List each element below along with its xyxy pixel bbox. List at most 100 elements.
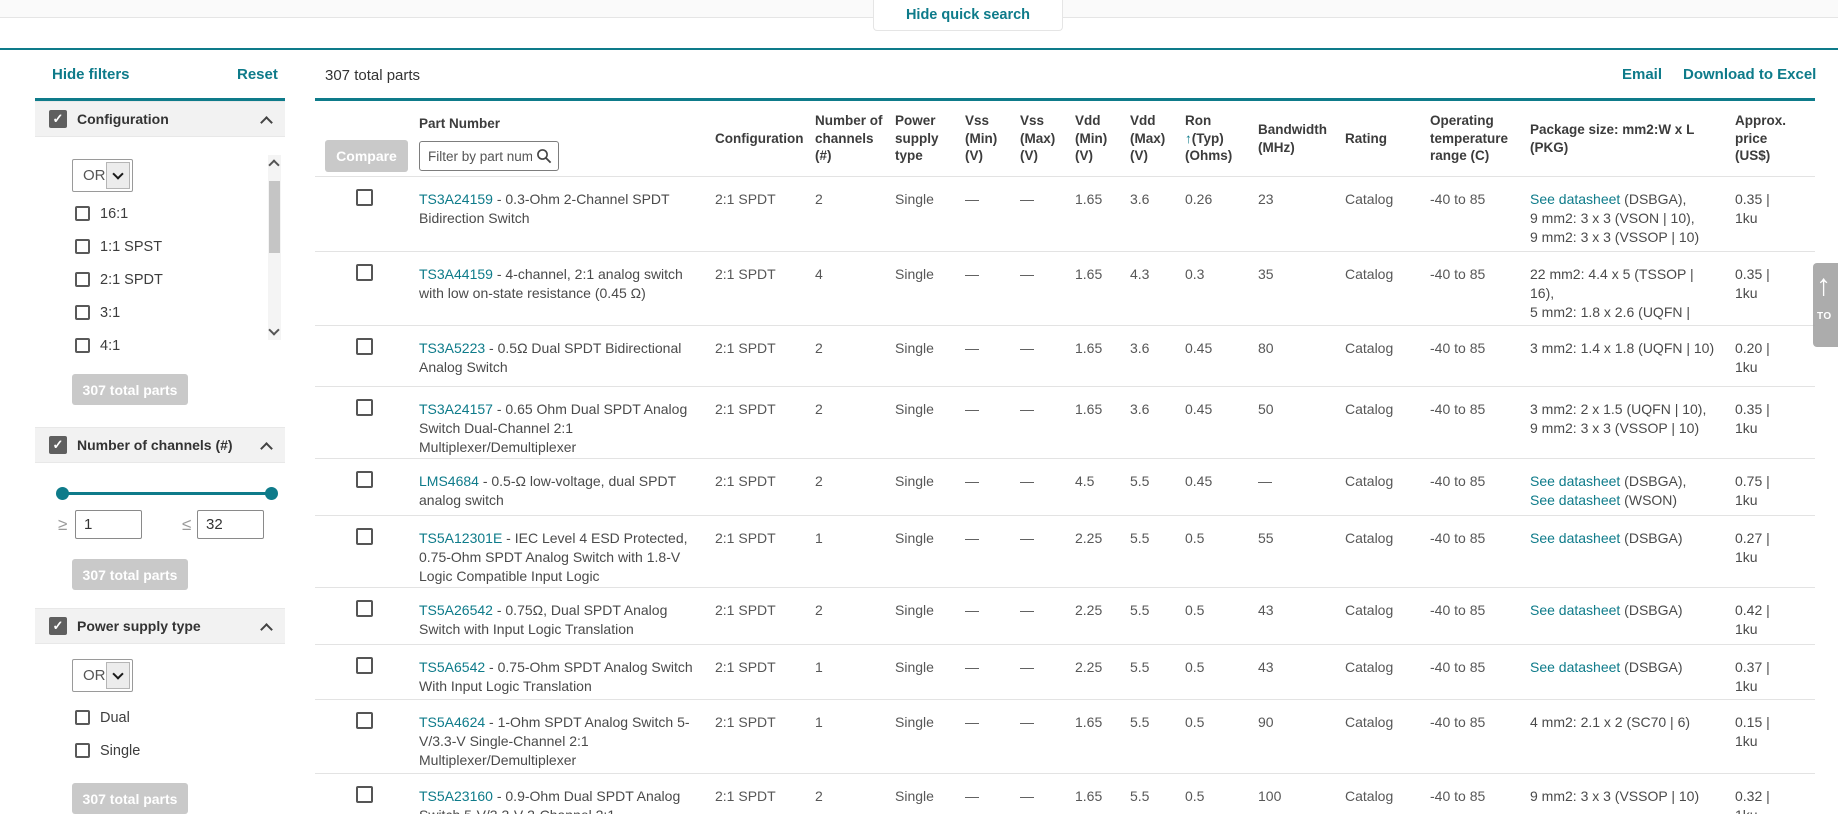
part-number-filter-input[interactable] [419, 141, 559, 171]
column-header-rating[interactable]: Rating [1335, 101, 1420, 176]
column-header-vss-max[interactable]: Vss (Max) (V) [1010, 101, 1065, 176]
scrollbar[interactable] [268, 155, 281, 340]
checkbox-checked-icon[interactable]: ✓ [49, 436, 67, 454]
part-number-link[interactable]: LMS4684 [419, 473, 479, 489]
part-number-link[interactable]: TS5A6542 [419, 659, 486, 675]
cell-rating: Catalog [1345, 602, 1394, 618]
email-link[interactable]: Email [1622, 66, 1663, 83]
sort-ascending-icon[interactable]: ↑ [1185, 130, 1192, 146]
column-header-bandwidth[interactable]: Bandwidth (MHz) [1248, 101, 1335, 176]
see-datasheet-link[interactable]: See datasheet [1530, 473, 1621, 489]
column-header-temp[interactable]: Operating temperature range (C) [1420, 101, 1520, 176]
filter-section-channels[interactable]: ✓ Number of channels (#) [35, 427, 285, 463]
part-number-link[interactable]: TS5A23160 [419, 788, 493, 804]
chevron-up-icon[interactable] [260, 116, 273, 129]
filter-section-configuration[interactable]: ✓ Configuration [35, 101, 285, 137]
range-max-input[interactable] [197, 510, 264, 539]
filter-option[interactable]: Single [75, 734, 285, 767]
column-header-vdd-max[interactable]: Vdd (Max) (V) [1120, 101, 1175, 176]
cell-supply: Single [895, 191, 934, 207]
part-number-link[interactable]: TS5A12301E [419, 530, 503, 546]
apply-filter-button[interactable]: 307 total parts [72, 783, 188, 814]
slider-handle-min[interactable] [56, 487, 69, 500]
chevron-up-icon[interactable] [260, 623, 273, 636]
row-select-checkbox[interactable] [356, 528, 373, 545]
reset-filters-link[interactable]: Reset [237, 66, 278, 83]
part-number-link[interactable]: TS5A4624 [419, 714, 486, 730]
checkbox-unchecked-icon[interactable] [75, 239, 90, 254]
column-header-vss-min[interactable]: Vss (Min) (V) [955, 101, 1010, 176]
package-line: See datasheet (DSBGA), [1530, 191, 1687, 207]
column-header-ron[interactable]: Ron ↑(Typ) (Ohms) [1175, 101, 1248, 176]
checkbox-unchecked-icon[interactable] [75, 743, 90, 758]
scrollbar-thumb[interactable] [269, 181, 280, 253]
checkbox-unchecked-icon[interactable] [75, 710, 90, 725]
back-to-top-button[interactable]: ↑ TO [1813, 263, 1838, 347]
checkbox-unchecked-icon[interactable] [75, 305, 90, 320]
slider-track[interactable] [62, 492, 276, 495]
row-select-checkbox[interactable] [356, 189, 373, 206]
filter-option[interactable]: 2:1 SPDT [75, 263, 285, 296]
chevron-up-icon[interactable] [260, 442, 273, 455]
checkbox-unchecked-icon[interactable] [75, 206, 90, 221]
column-header-channels[interactable]: Number of channels (#) [805, 101, 885, 176]
part-number-link[interactable]: TS3A24159 [419, 191, 493, 207]
see-datasheet-link[interactable]: See datasheet [1530, 602, 1621, 618]
row-select-checkbox[interactable] [356, 657, 373, 674]
apply-filter-button[interactable]: 307 total parts [72, 374, 188, 405]
see-datasheet-link[interactable]: See datasheet [1530, 530, 1621, 546]
row-select-checkbox[interactable] [356, 264, 373, 281]
column-header-vdd-min[interactable]: Vdd (Min) (V) [1065, 101, 1120, 176]
scroll-down-icon[interactable] [268, 324, 280, 336]
cell-supply: Single [895, 602, 934, 618]
dropdown-button[interactable] [106, 162, 130, 189]
filter-option[interactable]: Dual [75, 701, 285, 734]
part-number-link[interactable]: TS3A24157 [419, 401, 493, 417]
package-line: 3 mm2: 2 x 1.5 (UQFN | 10), [1530, 401, 1707, 417]
filter-option[interactable]: 3:1 [75, 296, 285, 329]
scroll-up-icon[interactable] [268, 159, 280, 171]
column-header-package[interactable]: Package size: mm2:W x L (PKG) [1520, 101, 1725, 176]
see-datasheet-link[interactable]: See datasheet [1530, 191, 1621, 207]
row-select-checkbox[interactable] [356, 471, 373, 488]
row-select-checkbox[interactable] [356, 338, 373, 355]
compare-button[interactable]: Compare [325, 140, 408, 172]
row-select-checkbox[interactable] [356, 786, 373, 803]
filter-option-label: Dual [100, 709, 130, 726]
checkbox-checked-icon[interactable]: ✓ [49, 110, 67, 128]
checkbox-unchecked-icon[interactable] [75, 272, 90, 287]
cell-channels: 2 [815, 191, 823, 207]
operator-select[interactable]: OR [72, 159, 133, 192]
column-header-supply[interactable]: Power supply type [885, 101, 955, 176]
row-select-checkbox[interactable] [356, 600, 373, 617]
quick-search-tab[interactable]: Hide quick search [873, 0, 1063, 31]
operator-select[interactable]: OR [72, 659, 133, 692]
range-min-input[interactable] [75, 510, 142, 539]
filter-option[interactable]: 4:1 [75, 329, 285, 362]
column-header-label: Power [895, 112, 936, 128]
column-header-part-number[interactable]: Part Number [415, 101, 705, 176]
part-number-link[interactable]: TS3A5223 [419, 340, 486, 356]
download-to-excel-link[interactable]: Download to Excel [1683, 66, 1817, 83]
column-header-config[interactable]: Configuration [705, 101, 805, 176]
row-select-checkbox[interactable] [356, 399, 373, 416]
apply-filter-button[interactable]: 307 total parts [72, 559, 188, 590]
hide-quick-search-link[interactable]: Hide quick search [905, 7, 1031, 23]
slider-handle-max[interactable] [265, 487, 278, 500]
part-number-link[interactable]: TS3A44159 [419, 266, 493, 282]
row-select-checkbox[interactable] [356, 712, 373, 729]
part-number-link[interactable]: TS5A26542 [419, 602, 493, 618]
filter-section-supply[interactable]: ✓ Power supply type [35, 608, 285, 644]
range-slider[interactable] [35, 487, 285, 501]
dropdown-button[interactable] [106, 662, 130, 689]
checkbox-unchecked-icon[interactable] [75, 338, 90, 353]
filter-option[interactable]: 16:1 [75, 197, 285, 230]
see-datasheet-link[interactable]: See datasheet [1530, 659, 1621, 675]
checkbox-checked-icon[interactable]: ✓ [49, 617, 67, 635]
hide-filters-link[interactable]: Hide filters [52, 66, 130, 83]
filter-option[interactable]: 1:1 SPST [75, 230, 285, 263]
cell-vdd-max: 5.5 [1130, 602, 1150, 618]
cell-ron: 0.5 [1185, 530, 1205, 546]
see-datasheet-link[interactable]: See datasheet [1530, 492, 1621, 509]
column-header-price[interactable]: Approx. price (US$) [1725, 101, 1815, 176]
